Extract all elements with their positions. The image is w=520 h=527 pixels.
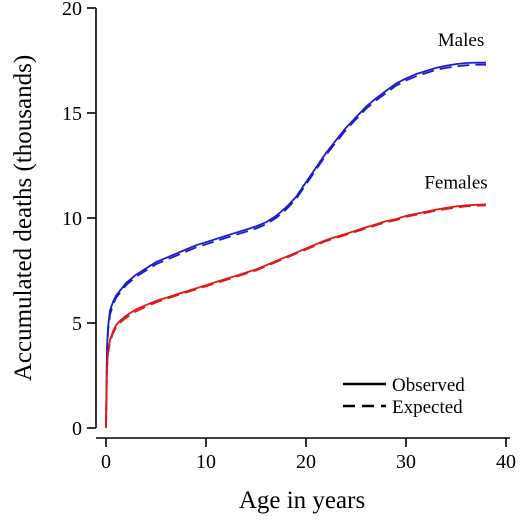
males-dashed-line bbox=[105, 63, 486, 429]
x-tick-label: 0 bbox=[101, 451, 111, 473]
x-tick-label: 40 bbox=[496, 451, 516, 473]
x-tick-label: 10 bbox=[196, 451, 216, 473]
ticks-layer: 0 10 20 30 40 0 5 10 15 20 bbox=[62, 0, 516, 473]
y-tick-label: 20 bbox=[62, 0, 82, 20]
legend-label-observed: Observed bbox=[392, 375, 465, 396]
males-solid-line bbox=[105, 61, 486, 429]
y-tick-label: 10 bbox=[62, 208, 82, 230]
y-axis-title: Accumulated deaths (thousands) bbox=[10, 55, 37, 381]
x-axis-title: Age in years bbox=[239, 487, 365, 514]
y-tick-label: 0 bbox=[72, 418, 82, 440]
series-label-males: Males bbox=[438, 30, 484, 51]
legend-label-expected: Expected bbox=[392, 397, 463, 418]
x-tick-label: 20 bbox=[296, 451, 316, 473]
plot-layer bbox=[105, 61, 487, 429]
axes-layer bbox=[95, 8, 510, 439]
females-dashed-line bbox=[105, 204, 487, 429]
y-tick-label: 15 bbox=[62, 103, 82, 125]
females-solid-line bbox=[105, 203, 487, 429]
series-label-females: Females bbox=[424, 173, 487, 194]
x-tick-label: 30 bbox=[396, 451, 416, 473]
series-labels-layer: Males Females bbox=[424, 30, 487, 194]
y-tick-label: 5 bbox=[72, 313, 82, 335]
